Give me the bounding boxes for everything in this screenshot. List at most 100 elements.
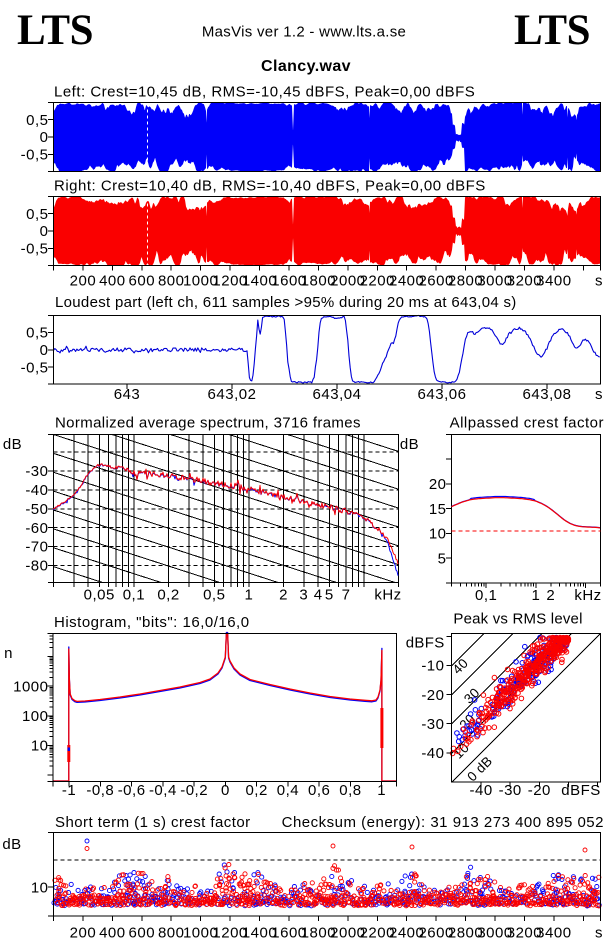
- svg-text:LTS: LTS: [514, 7, 590, 54]
- svg-text:3400: 3400: [536, 924, 571, 941]
- svg-text:-0,8: -0,8: [86, 782, 114, 799]
- svg-text:-0,2: -0,2: [180, 782, 208, 799]
- svg-text:5: 5: [325, 587, 334, 604]
- svg-text:400: 400: [99, 924, 126, 941]
- svg-text:-0,5: -0,5: [21, 241, 49, 258]
- svg-text:2600: 2600: [418, 924, 453, 941]
- svg-text:800: 800: [158, 273, 185, 290]
- svg-text:dBFS: dBFS: [406, 635, 445, 652]
- svg-text:2800: 2800: [448, 273, 483, 290]
- svg-text:4: 4: [314, 587, 323, 604]
- svg-text:0,2: 0,2: [157, 587, 179, 604]
- svg-text:643,08: 643,08: [523, 386, 572, 403]
- svg-text:1600: 1600: [271, 273, 306, 290]
- svg-text:0,2: 0,2: [245, 782, 267, 799]
- svg-text:Right: Crest=10,40 dB, RMS=-10: Right: Crest=10,40 dB, RMS=-10,40 dBFS, …: [54, 178, 486, 195]
- svg-text:2200: 2200: [360, 924, 395, 941]
- svg-text:0: 0: [40, 129, 49, 146]
- svg-text:0,1: 0,1: [475, 587, 497, 604]
- svg-text:MasVis ver 1.2 - www.lts.a.se: MasVis ver 1.2 - www.lts.a.se: [202, 24, 406, 41]
- svg-text:0,8: 0,8: [339, 782, 361, 799]
- svg-text:dB: dB: [2, 836, 21, 853]
- svg-text:1: 1: [244, 587, 253, 604]
- svg-text:3400: 3400: [536, 273, 571, 290]
- svg-text:40: 40: [449, 655, 471, 677]
- svg-text:dBFS: dBFS: [561, 782, 601, 799]
- svg-text:643,06: 643,06: [418, 386, 467, 403]
- svg-text:100: 100: [22, 708, 49, 725]
- svg-text:1200: 1200: [212, 273, 247, 290]
- svg-text:2: 2: [279, 587, 288, 604]
- svg-text:3: 3: [299, 587, 308, 604]
- svg-text:n: n: [4, 645, 13, 662]
- svg-text:s: s: [595, 386, 603, 403]
- svg-text:-1: -1: [62, 782, 76, 799]
- svg-text:1800: 1800: [301, 273, 336, 290]
- svg-text:-30: -30: [499, 782, 522, 799]
- svg-text:-0,6: -0,6: [118, 782, 146, 799]
- svg-text:-60: -60: [25, 520, 48, 537]
- svg-text:s: s: [595, 273, 603, 290]
- svg-text:800: 800: [158, 924, 185, 941]
- svg-text:200: 200: [70, 273, 97, 290]
- svg-text:1400: 1400: [242, 924, 277, 941]
- svg-text:LTS: LTS: [17, 7, 93, 54]
- svg-text:1000: 1000: [13, 678, 48, 695]
- svg-text:3000: 3000: [477, 924, 512, 941]
- svg-text:0,6: 0,6: [308, 782, 330, 799]
- svg-text:1000: 1000: [183, 273, 218, 290]
- svg-text:-0,4: -0,4: [149, 782, 177, 799]
- svg-text:-30: -30: [25, 463, 48, 480]
- svg-text:1800: 1800: [301, 924, 336, 941]
- svg-text:3200: 3200: [507, 273, 542, 290]
- svg-text:dB: dB: [3, 436, 22, 453]
- svg-text:1600: 1600: [271, 924, 306, 941]
- svg-text:0,5: 0,5: [203, 587, 225, 604]
- svg-text:3200: 3200: [507, 924, 542, 941]
- svg-text:2600: 2600: [418, 273, 453, 290]
- svg-text:-40: -40: [25, 482, 48, 499]
- svg-text:20: 20: [429, 476, 447, 493]
- svg-text:2000: 2000: [330, 273, 365, 290]
- svg-text:s: s: [595, 924, 603, 941]
- svg-text:Normalized average spectrum, 3: Normalized average spectrum, 3716 frames: [55, 415, 361, 432]
- svg-text:600: 600: [129, 273, 156, 290]
- svg-text:643,04: 643,04: [313, 386, 362, 403]
- svg-text:Peak vs RMS level: Peak vs RMS level: [453, 611, 582, 628]
- svg-text:Checksum (energy): 31 913 273: Checksum (energy): 31 913 273 400 895 05…: [282, 814, 604, 831]
- svg-text:Left: Crest=10,45 dB, RMS=-10,: Left: Crest=10,45 dB, RMS=-10,45 dBFS, P…: [54, 84, 475, 101]
- svg-text:0,05: 0,05: [84, 587, 115, 604]
- svg-text:10: 10: [31, 879, 49, 896]
- svg-text:0,4: 0,4: [277, 782, 299, 799]
- svg-text:-0,5: -0,5: [21, 359, 49, 376]
- svg-text:dB: dB: [400, 436, 419, 453]
- svg-text:0 dB: 0 dB: [464, 753, 495, 784]
- svg-text:643: 643: [114, 386, 141, 403]
- svg-text:2: 2: [546, 587, 555, 604]
- svg-text:3000: 3000: [477, 273, 512, 290]
- svg-text:1200: 1200: [212, 924, 247, 941]
- svg-text:400: 400: [99, 273, 126, 290]
- svg-text:2400: 2400: [389, 273, 424, 290]
- svg-text:0: 0: [40, 223, 49, 240]
- svg-text:-40: -40: [421, 745, 444, 762]
- svg-text:-20: -20: [528, 782, 551, 799]
- svg-text:-10: -10: [421, 658, 444, 675]
- svg-text:1: 1: [531, 587, 540, 604]
- svg-text:-40: -40: [470, 782, 493, 799]
- svg-text:30: 30: [461, 685, 483, 707]
- svg-text:Allpassed crest factor: Allpassed crest factor: [450, 415, 604, 432]
- svg-text:10: 10: [31, 738, 49, 755]
- svg-text:Loudest part (left ch, 611 sa: Loudest part (left ch, 611 samples >95% …: [55, 294, 517, 311]
- svg-text:Histogram, "bits": 16,0/16,0: Histogram, "bits": 16,0/16,0: [54, 614, 250, 631]
- svg-text:0,1: 0,1: [123, 587, 145, 604]
- svg-text:-0,5: -0,5: [21, 147, 49, 164]
- svg-text:0: 0: [221, 782, 230, 799]
- svg-text:2200: 2200: [360, 273, 395, 290]
- svg-text:1400: 1400: [242, 273, 277, 290]
- svg-text:2400: 2400: [389, 924, 424, 941]
- svg-text:600: 600: [129, 924, 156, 941]
- svg-text:0,5: 0,5: [26, 206, 48, 223]
- svg-text:5: 5: [438, 550, 447, 567]
- svg-text:kHz: kHz: [574, 587, 601, 604]
